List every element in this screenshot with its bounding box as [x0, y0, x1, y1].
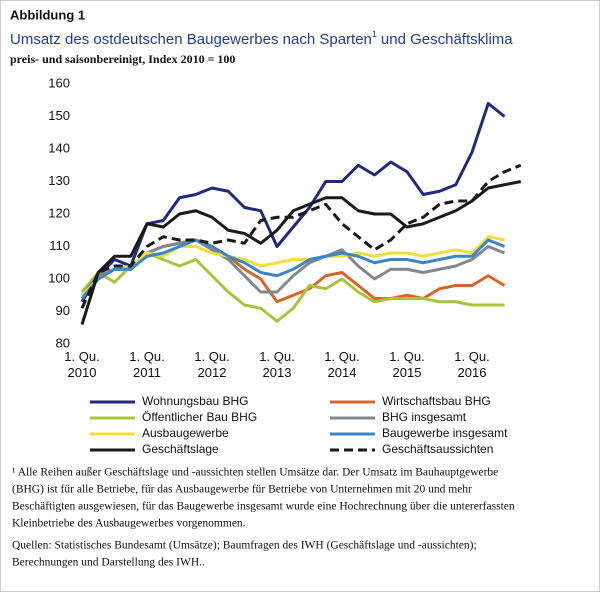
x-tick-label-line: 2010: [68, 365, 97, 380]
x-tick-label: 1. Qu. 2014: [324, 349, 359, 380]
x-tick-label-line: 2012: [198, 365, 227, 380]
x-tick-label-line: 1. Qu.: [64, 349, 99, 364]
y-tick-label: 140: [48, 140, 70, 155]
x-tick-label-line: 1. Qu.: [259, 349, 294, 364]
figure-label: Abbildung 1: [10, 7, 85, 22]
x-tick-label: 1. Qu. 2012: [194, 349, 229, 380]
x-tick-label-line: 1. Qu.: [454, 349, 489, 364]
x-tick-label-line: 2014: [328, 365, 357, 380]
legend-label: BHG insgesamt: [382, 410, 467, 424]
title-text: und Geschäftsklima: [381, 31, 513, 48]
y-tick-label: 90: [56, 303, 70, 318]
y-tick-label: 100: [48, 270, 70, 285]
legend-label: Baugewerbe insgesamt: [382, 426, 508, 440]
title-text: Umsatz des ostdeutschen Baugewerbes nach…: [10, 31, 372, 48]
subtitle: preis- und saisonbereinigt, Index 2010 =…: [10, 52, 235, 66]
y-tick-label: 130: [48, 173, 70, 188]
x-tick-label-line: 1. Qu.: [389, 349, 424, 364]
y-tick-label: 80: [56, 335, 70, 350]
x-tick-label: 1. Qu. 2015: [389, 349, 424, 380]
footnote: (BHG) ist für alle Betriebe, für das Aus…: [12, 484, 472, 496]
legend-label: Geschäftslage: [142, 442, 219, 456]
source: Berechnungen und Darstellung des IWH..: [12, 557, 205, 569]
x-tick-label: 1. Qu. 2016: [454, 349, 489, 380]
x-tick-label: 1. Qu. 2010: [64, 349, 99, 380]
footnote: Beschäftigten ausgewiesen, für das Bauge…: [12, 501, 515, 513]
series-line: [80, 180, 522, 325]
footnote: ¹ Alle Reihen außer Geschäftslage und -a…: [12, 467, 498, 479]
x-tick-label-line: 1. Qu.: [194, 349, 229, 364]
x-tick-label: 1. Qu. 2011: [129, 349, 164, 380]
x-tick-label-line: 2011: [133, 365, 161, 380]
y-tick-label: 120: [48, 205, 70, 220]
x-tick-label-line: 1. Qu.: [324, 349, 359, 364]
legend-label: Geschäftsaussichten: [382, 442, 493, 456]
legend-label: Wirtschaftsbau BHG: [382, 394, 491, 408]
x-tick-label: 1. Qu. 2013: [259, 349, 294, 380]
x-tick-label-line: 2015: [393, 365, 422, 380]
series-line: [80, 102, 506, 303]
y-tick-label: 110: [49, 238, 70, 253]
series-line: [80, 238, 506, 297]
x-tick-label-line: 2013: [263, 365, 292, 380]
y-tick-label: 150: [48, 108, 70, 123]
source: Quellen: Statistisches Bundesamt (Umsätz…: [12, 540, 477, 552]
x-tick-label-line: 1. Qu.: [129, 349, 164, 364]
x-tick-label-line: 2016: [458, 365, 487, 380]
legend-label: Öffentlicher Bau BHG: [142, 410, 257, 424]
y-tick-label: 160: [48, 75, 70, 90]
chart-title: Umsatz des ostdeutschen Baugewerbes nach…: [10, 29, 513, 48]
legend-label: Wohnungsbau BHG: [142, 394, 249, 408]
title-footnote-mark: 1: [372, 29, 377, 39]
series-line: [80, 163, 522, 309]
footnote: Kleinbetriebe des Ausbaugewerbes vorgeno…: [12, 518, 246, 530]
legend-label: Ausbaugewerbe: [142, 426, 229, 440]
series-line: [80, 238, 506, 300]
